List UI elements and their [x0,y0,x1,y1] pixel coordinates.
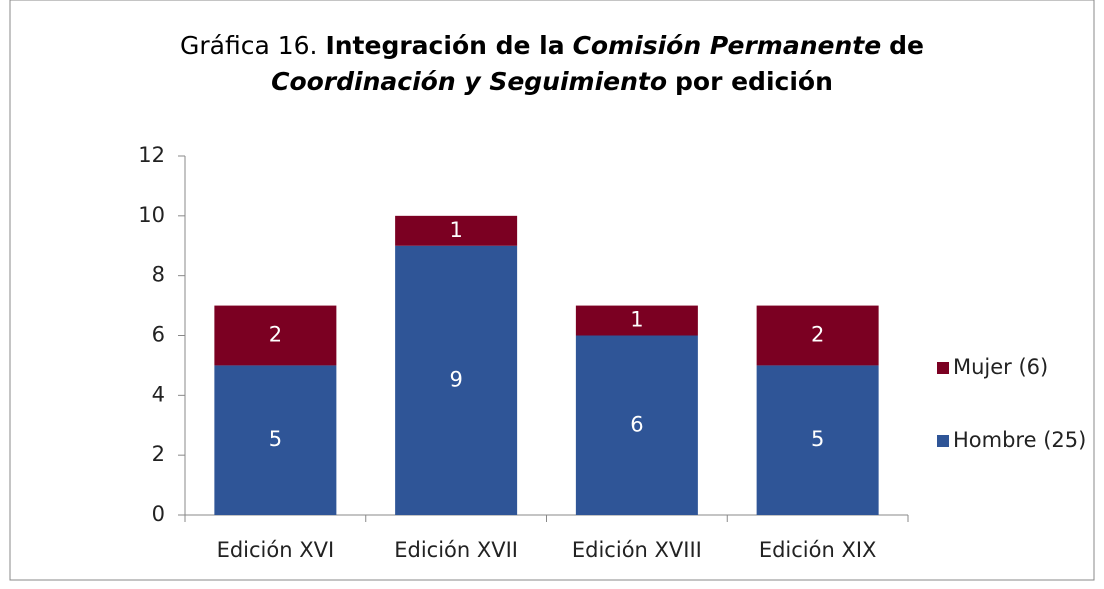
data-label: 5 [811,427,824,451]
bar-segment [756,305,879,366]
title-run: por edición [675,67,833,96]
legend-swatch [937,435,949,447]
title-run: Integración de la [325,31,565,60]
y-tick-label: 6 [152,323,165,347]
data-label: 9 [449,367,462,391]
x-tick-label: Edición XVII [394,538,518,562]
legend-swatch [937,362,949,374]
chart-title: Gráfica 16. Integración de la Comisión P… [0,28,1104,100]
data-label: 6 [630,412,643,436]
bar-segment [214,305,337,366]
y-tick-label: 8 [152,263,165,287]
title-line: Gráfica 16. Integración de la Comisión P… [0,28,1104,64]
legend-label: Hombre (25) [953,428,1086,452]
x-tick-label: Edición XIX [759,538,877,562]
bar-segment [575,305,698,336]
y-tick-label: 4 [152,382,165,406]
y-tick-label: 10 [138,203,165,227]
y-tick-label: 2 [152,442,165,466]
data-label: 1 [630,308,643,332]
title-run: Coordinación y Seguimiento [271,67,668,96]
data-label: 1 [449,218,462,242]
bar-segment [395,215,518,246]
title-run: Gráfica 16. [180,31,318,60]
data-label: 2 [269,323,282,347]
data-label: 5 [269,427,282,451]
bar-segment [395,245,518,515]
bar-segment [575,335,698,515]
title-run: de [889,31,924,60]
data-label: 2 [811,323,824,347]
title-line: Coordinación y Seguimiento por edición [0,64,1104,100]
y-tick-label: 0 [152,502,165,526]
chart-frame [9,0,1095,581]
x-tick-label: Edición XVI [217,538,335,562]
bar-segment [756,365,879,515]
title-run: Comisión Permanente [572,31,882,60]
x-tick-label: Edición XVIII [572,538,702,562]
bar-segment [214,365,337,515]
y-tick-label: 12 [138,143,165,167]
legend-label: Mujer (6) [953,355,1048,379]
